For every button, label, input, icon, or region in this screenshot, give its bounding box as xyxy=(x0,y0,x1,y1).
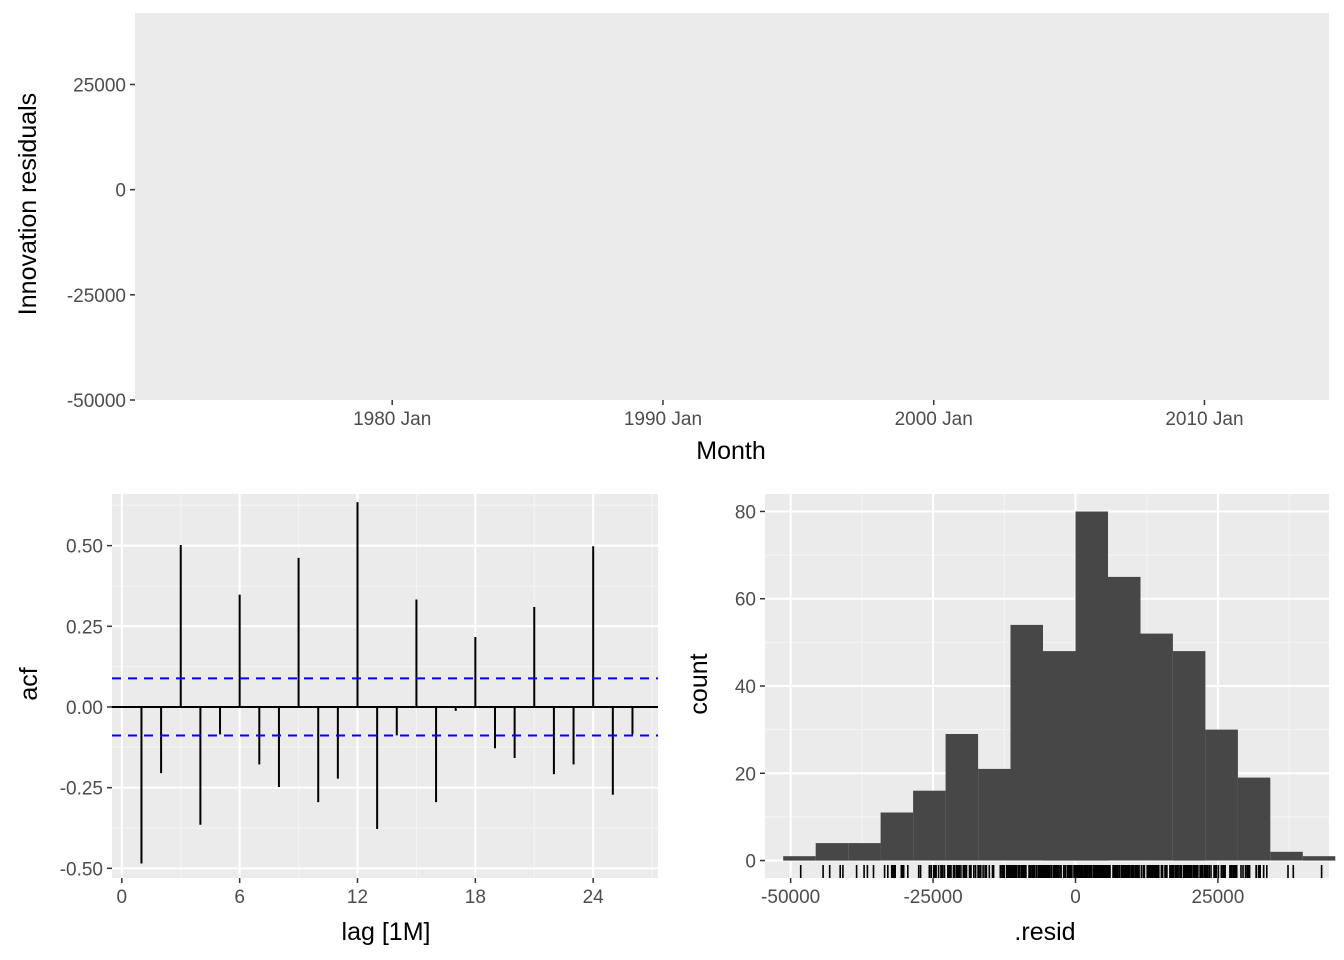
time-series-y-tick-label: 0 xyxy=(115,181,126,202)
acf-y-tick-label: -0.50 xyxy=(60,859,103,880)
histogram-y-tick-label: 80 xyxy=(735,502,756,523)
time-series-x-tick-label: 1980 Jan xyxy=(353,409,431,430)
histogram-bar-13 xyxy=(1172,651,1206,861)
acf-x-tick-label: 18 xyxy=(465,887,486,908)
acf-x-axis-title: lag [1M] xyxy=(342,918,431,946)
histogram-bar-7 xyxy=(978,768,1011,861)
histogram-x-tick-label: 25000 xyxy=(1191,887,1244,908)
histogram-bar-15 xyxy=(1237,777,1271,861)
histogram-y-tick-label: 0 xyxy=(745,852,756,873)
histogram-x-axis-title: .resid xyxy=(1014,918,1075,946)
acf-y-tick-label: -0.25 xyxy=(60,779,103,800)
time-series-y-tick-label: 25000 xyxy=(73,76,126,97)
histogram-bar-6 xyxy=(945,734,979,861)
acf-x-tick-label: 6 xyxy=(234,887,245,908)
acf-panel: 0 6 12 18 240.500.250.00-0.25-0.50 lag [1M] … xyxy=(15,494,658,946)
histogram-panel: -50000 -25000 0 25000 0 20 40 60 80 .resid count xyxy=(685,494,1336,946)
time-series-panel-bg xyxy=(135,13,1329,400)
acf-panel-background xyxy=(112,494,658,878)
histogram-bar-2 xyxy=(815,843,849,861)
histogram-bar-10 xyxy=(1075,511,1108,861)
histogram-bar-9 xyxy=(1043,651,1076,861)
histogram-y-axis-title: count xyxy=(685,653,713,714)
acf-plot xyxy=(112,502,658,864)
histogram-bar-4 xyxy=(880,812,914,861)
histogram-bar-12 xyxy=(1140,633,1173,861)
histogram-x-tick-label: -25000 xyxy=(903,887,962,908)
acf-y-tick-label: 0.25 xyxy=(66,617,103,638)
histogram-bar-16 xyxy=(1270,851,1303,861)
histogram-bar-17 xyxy=(1302,856,1336,861)
histogram-bar-5 xyxy=(913,790,946,861)
acf-tick-labels: 0 6 12 18 24 0.50 0.25 0.00 -0.25 -0.50 xyxy=(60,537,604,908)
histogram-bar-8 xyxy=(1010,624,1043,861)
histogram-bar-3 xyxy=(848,843,881,861)
acf-x-tick-label: 0 xyxy=(117,887,128,908)
histogram-bar-1 xyxy=(783,856,816,861)
time-series-y-tick-label: -50000 xyxy=(67,391,126,412)
time-series-y-tick-label: -25000 xyxy=(67,286,126,307)
time-series-y-axis-title: Innovation residuals xyxy=(14,93,42,315)
histogram-x-tick-label: 0 xyxy=(1070,887,1081,908)
time-series-tick-labels: 1980 Jan 1990 Jan 2000 Jan 2010 Jan 25000 0 -2… xyxy=(67,76,1244,430)
histogram-tick-labels: -50000 -25000 0 25000 0 20 40 60 80 xyxy=(735,502,1244,908)
time-series-x-tick-label: 1990 Jan xyxy=(624,409,702,430)
histogram-y-tick-label: 20 xyxy=(735,764,756,785)
time-series-x-tick-label: 2000 Jan xyxy=(895,409,973,430)
histogram-x-tick-label: -50000 xyxy=(761,887,820,908)
acf-x-tick-label: 24 xyxy=(583,887,605,908)
histogram-bar-14 xyxy=(1205,729,1238,861)
time-series-x-tick-label: 2010 Jan xyxy=(1165,409,1243,430)
histogram-bar-11 xyxy=(1108,576,1141,861)
acf-x-tick-label: 12 xyxy=(347,887,368,908)
acf-y-axis-title: acf xyxy=(15,667,43,700)
acf-y-tick-label: 0.50 xyxy=(66,537,103,558)
histogram-y-tick-label: 60 xyxy=(735,590,756,611)
histogram-rug xyxy=(799,865,1323,878)
histogram-y-tick-label: 40 xyxy=(735,677,756,698)
acf-y-tick-label: 0.00 xyxy=(66,698,103,719)
time-series-panel: 1980 Jan 1990 Jan 2000 Jan 2010 Jan 25000 0 -2… xyxy=(14,13,1329,465)
time-series-x-axis-title: Month xyxy=(696,437,765,465)
histogram-plot xyxy=(783,511,1336,878)
